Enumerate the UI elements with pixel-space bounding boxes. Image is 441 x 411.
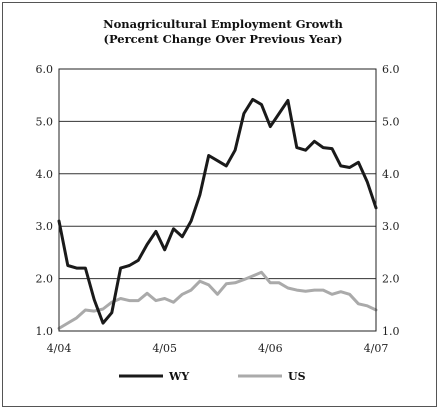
legend-label-wy: WY <box>168 370 189 383</box>
y-tick-label-right: 1.0 <box>382 325 400 338</box>
y-tick-label-right: 2.0 <box>382 273 400 286</box>
x-tick-label: 4/07 <box>364 342 389 355</box>
x-tick-label: 4/06 <box>258 342 283 355</box>
series-line-us <box>57 270 378 330</box>
series-line-wy <box>57 97 378 325</box>
y-tick-label-right: 6.0 <box>382 63 400 76</box>
y-tick-label-right: 4.0 <box>382 168 400 181</box>
y-tick-label-left: 4.0 <box>36 168 54 181</box>
chart-title: Nonagricultural Employment Growth <box>103 17 343 31</box>
x-tick-label: 4/05 <box>152 342 177 355</box>
tick-labels: 1.0 1.0 2.0 2.0 3.0 3.0 4.0 4.0 5.0 5.0 6.0 6.0 4/04… <box>36 63 400 355</box>
series-lines <box>57 97 378 330</box>
y-tick-label-left: 3.0 <box>36 220 54 233</box>
chart-subtitle: (Percent Change Over Previous Year) <box>104 32 343 46</box>
gridlines <box>59 120 376 280</box>
y-tick-label-right: 5.0 <box>382 115 400 128</box>
y-tick-label-left: 1.0 <box>36 325 54 338</box>
legend-label-us: US <box>288 370 306 383</box>
chart-frame: Nonagricultural Employment Growth (Perce… <box>2 2 437 407</box>
x-tick-label: 4/04 <box>47 342 72 355</box>
y-tick-label-left: 2.0 <box>36 273 54 286</box>
y-tick-label-left: 5.0 <box>36 115 54 128</box>
y-tick-label-right: 3.0 <box>382 220 400 233</box>
y-tick-label-left: 6.0 <box>36 63 54 76</box>
legend: WY US <box>119 370 306 383</box>
employment-growth-chart: Nonagricultural Employment Growth (Perce… <box>36 17 400 383</box>
plot-area-border <box>58 68 377 332</box>
